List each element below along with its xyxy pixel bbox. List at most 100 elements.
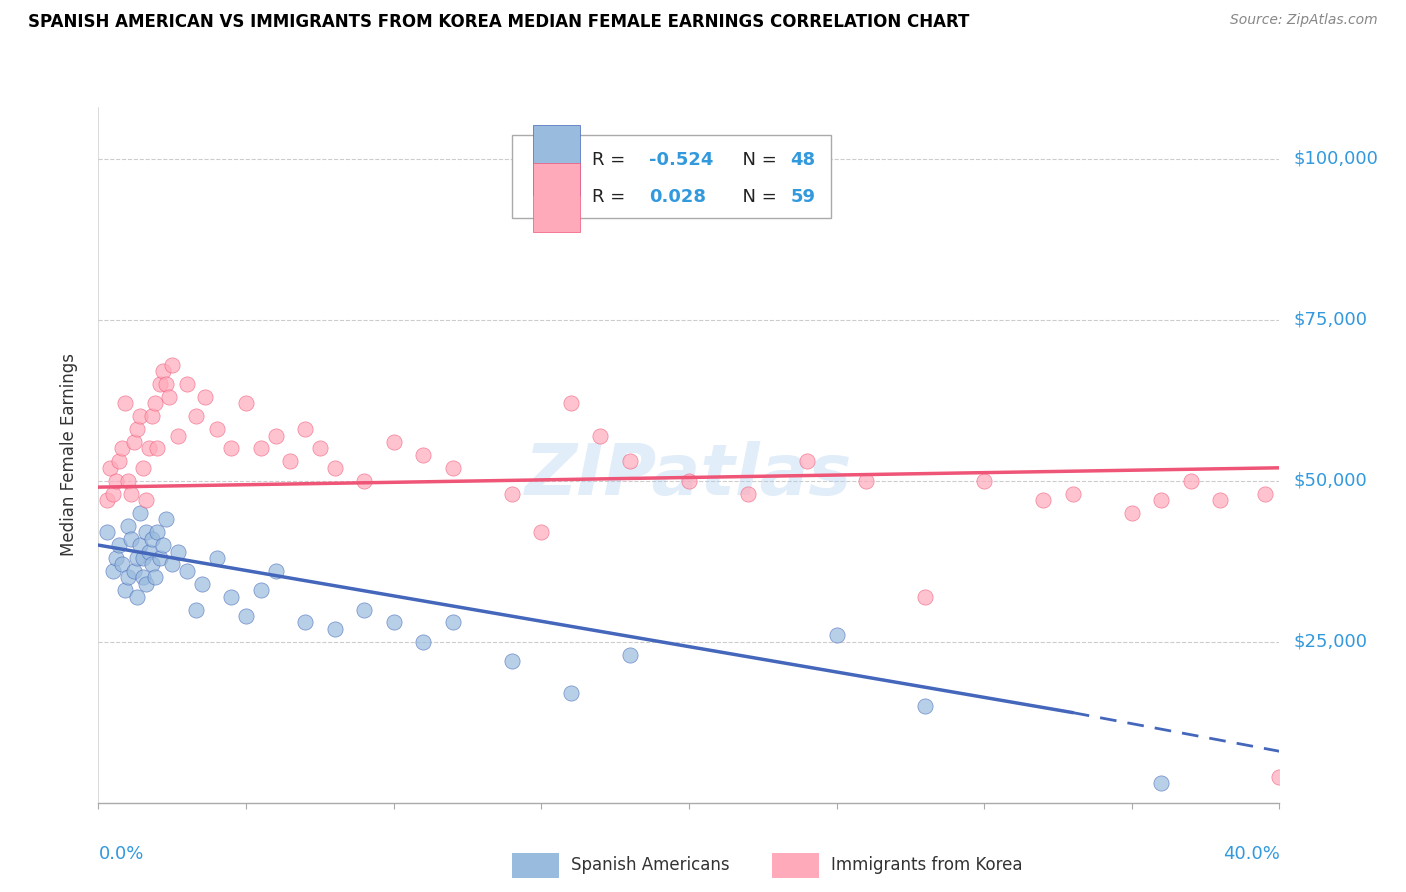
Text: ZIPatlas: ZIPatlas [526, 442, 852, 510]
Point [441, 615, 464, 630]
Point [155, 512, 177, 526]
Point [191, 576, 214, 591]
Point [117, 474, 139, 488]
Point [125, 422, 148, 436]
Point [914, 699, 936, 714]
Point [141, 409, 163, 424]
Point [855, 474, 877, 488]
Point [1209, 493, 1232, 508]
Point [98, 460, 121, 475]
Point [205, 551, 228, 566]
Point [560, 396, 582, 410]
Point [678, 474, 700, 488]
Text: $50,000: $50,000 [1294, 472, 1367, 490]
Point [132, 551, 155, 566]
Point [105, 474, 128, 488]
Point [353, 602, 375, 616]
Point [914, 590, 936, 604]
Point [737, 486, 759, 500]
Point [117, 518, 139, 533]
Point [149, 551, 172, 566]
Point [103, 564, 125, 578]
Point [176, 377, 198, 392]
Point [1150, 776, 1173, 790]
Point [108, 538, 131, 552]
Point [1268, 770, 1291, 784]
Point [155, 377, 177, 392]
Point [184, 602, 207, 616]
Point [382, 435, 405, 450]
Text: N =: N = [731, 188, 783, 206]
Point [128, 409, 150, 424]
Text: Immigrants from Korea: Immigrants from Korea [831, 856, 1022, 874]
Point [149, 377, 172, 392]
Point [323, 460, 346, 475]
Y-axis label: Median Female Earnings: Median Female Earnings [59, 353, 77, 557]
Point [152, 538, 174, 552]
Point [219, 442, 242, 456]
Point [501, 654, 523, 668]
Point [138, 442, 160, 456]
Point [1032, 493, 1054, 508]
Point [309, 442, 332, 456]
Text: R =: R = [592, 151, 631, 169]
Point [530, 525, 553, 540]
Point [135, 525, 157, 540]
Text: 59: 59 [790, 188, 815, 206]
Point [382, 615, 405, 630]
Point [138, 544, 160, 558]
Point [1121, 506, 1143, 520]
Point [353, 474, 375, 488]
Point [501, 486, 523, 500]
Point [141, 532, 163, 546]
Point [122, 564, 145, 578]
Point [111, 558, 134, 572]
Point [294, 422, 316, 436]
Text: $25,000: $25,000 [1294, 632, 1368, 651]
Point [117, 570, 139, 584]
Point [412, 634, 434, 648]
Point [323, 622, 346, 636]
Bar [533, 125, 581, 194]
Text: -0.524: -0.524 [648, 151, 713, 169]
Point [143, 396, 166, 410]
Point [162, 558, 183, 572]
Point [162, 358, 183, 372]
Point [184, 409, 207, 424]
Point [1062, 486, 1084, 500]
Point [125, 551, 148, 566]
Point [152, 364, 174, 378]
Point [167, 544, 190, 558]
Bar [533, 162, 581, 232]
Text: 0.028: 0.028 [648, 188, 706, 206]
Point [412, 448, 434, 462]
Point [250, 583, 273, 598]
Point [135, 576, 157, 591]
Text: 0.0%: 0.0% [98, 845, 143, 863]
Point [250, 442, 273, 456]
Point [96, 493, 118, 508]
Point [278, 454, 302, 468]
Point [825, 628, 848, 642]
Point [146, 525, 169, 540]
Point [796, 454, 818, 468]
Point [619, 648, 641, 662]
Text: $75,000: $75,000 [1294, 310, 1368, 328]
Text: Spanish Americans: Spanish Americans [571, 856, 730, 874]
Point [132, 570, 155, 584]
Point [157, 390, 180, 404]
Point [619, 454, 641, 468]
Text: N =: N = [731, 151, 783, 169]
Point [122, 435, 145, 450]
Point [176, 564, 198, 578]
Point [105, 551, 128, 566]
Text: 48: 48 [790, 151, 815, 169]
Point [108, 454, 131, 468]
Point [167, 428, 190, 442]
Point [120, 486, 142, 500]
Text: 40.0%: 40.0% [1223, 845, 1279, 863]
Text: R =: R = [592, 188, 637, 206]
Point [128, 506, 150, 520]
Point [103, 486, 125, 500]
Point [973, 474, 995, 488]
